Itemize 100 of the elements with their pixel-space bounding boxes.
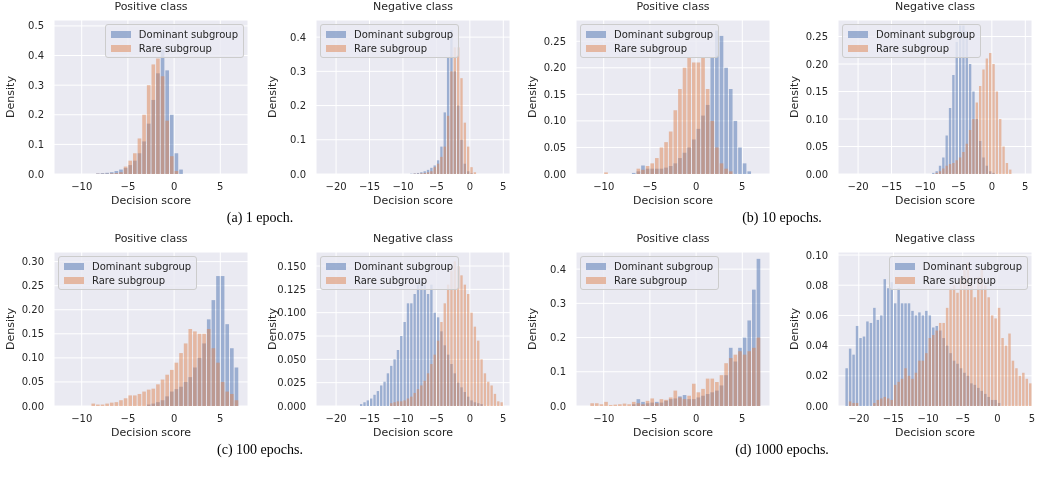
y-axis-title: Density — [3, 307, 17, 350]
x-tick-label: 5 — [500, 413, 507, 424]
y-tick-label: 0.2 — [290, 100, 306, 112]
y-tick-label: 0.2 — [28, 109, 44, 121]
x-tick-label: −5 — [955, 413, 971, 424]
x-tick-label: −10 — [914, 181, 936, 192]
y-tick-label: 0.15 — [21, 328, 44, 340]
x-tick-label: −10 — [593, 413, 615, 424]
x-tick-label: −5 — [120, 181, 136, 192]
text: (b) 10 epochs. — [741, 210, 823, 226]
legend-label: Dominant subgroup — [92, 260, 192, 272]
y-tick-label: 0.2 — [550, 332, 566, 344]
y-tick-label: 0.04 — [805, 340, 828, 352]
y-tick-label: 0.02 — [805, 370, 828, 382]
y-tick-label: 0.100 — [277, 307, 306, 319]
y-tick-label: 0.4 — [28, 50, 44, 62]
x-tick-label: 0 — [988, 181, 996, 192]
legend-label: Rare subgroup — [614, 274, 688, 286]
chart-title: Positive class — [113, 232, 189, 245]
y-tick-label: 0.1 — [550, 366, 566, 378]
legend-label: Dominant subgroup — [138, 28, 238, 40]
x-tick-label: −20 — [847, 181, 869, 192]
x-tick-label: −10 — [71, 181, 93, 192]
x-tick-label: −5 — [642, 181, 658, 192]
x-axis-title: Decision score — [895, 194, 976, 207]
y-tick-label: 0.00 — [805, 400, 828, 412]
chart-title: Positive class — [635, 0, 711, 13]
y-tick-label: 0.3 — [290, 65, 306, 77]
y-tick-label: 0.5 — [28, 20, 44, 32]
x-tick-label: −5 — [120, 413, 136, 424]
y-tick-label: 0.20 — [543, 62, 566, 74]
y-tick-label: 0.4 — [550, 263, 566, 275]
x-tick-label: −15 — [880, 181, 903, 192]
x-tick-label: −5 — [429, 181, 444, 192]
y-tick-label: 0.10 — [805, 249, 828, 261]
x-tick-label: 0 — [692, 181, 700, 192]
y-tick-label: 0.050 — [277, 353, 306, 365]
y-tick-label: 0.025 — [277, 377, 306, 389]
x-tick-label: 5 — [500, 181, 507, 192]
y-tick-label: 0.15 — [543, 88, 566, 100]
x-tick-label: −10 — [392, 181, 414, 192]
y-tick-label: 0.20 — [21, 304, 44, 316]
x-tick-label: 0 — [692, 413, 700, 424]
chart-title: Negative class — [371, 0, 455, 13]
legend-label: Rare subgroup — [354, 42, 428, 54]
x-axis-title: Decision score — [895, 426, 976, 439]
y-tick-label: 0.10 — [21, 352, 44, 364]
y-tick-label: 0.00 — [805, 168, 828, 180]
legend-label: Rare subgroup — [92, 274, 166, 286]
legend-label: Dominant subgroup — [876, 28, 976, 40]
text: (a) 1 epoch. — [225, 210, 295, 226]
y-tick-label: 0.25 — [21, 280, 44, 292]
x-tick-label: 0 — [170, 181, 178, 192]
y-tick-label: 0.00 — [21, 400, 44, 412]
y-tick-label: 0.150 — [277, 260, 306, 272]
y-tick-label: 0.05 — [21, 376, 44, 388]
chart-title: Positive class — [635, 232, 711, 245]
y-tick-label: 0.30 — [21, 256, 44, 268]
y-tick-label: 0.25 — [543, 35, 566, 47]
y-tick-label: 0.125 — [277, 283, 306, 295]
y-axis-title: Density — [525, 75, 539, 118]
y-tick-label: 0.075 — [277, 330, 306, 342]
y-axis-title: Density — [265, 75, 279, 118]
y-tick-label: 0.06 — [805, 309, 828, 321]
y-tick-label: 0.1 — [290, 134, 306, 146]
y-tick-label: 0.20 — [805, 58, 828, 70]
legend-label: Rare subgroup — [922, 274, 996, 286]
legend-label: Rare subgroup — [876, 42, 950, 54]
legend-label: Rare subgroup — [614, 42, 688, 54]
y-tick-label: 0.3 — [28, 79, 44, 91]
chart-title: Negative class — [893, 0, 977, 13]
y-tick-label: 0.0 — [550, 400, 566, 412]
y-tick-label: 0.08 — [805, 279, 828, 291]
text: (c) 100 epochs. — [216, 442, 304, 458]
chart-title: Negative class — [371, 232, 455, 245]
x-tick-label: 0 — [466, 181, 474, 192]
legend-label: Dominant subgroup — [614, 28, 714, 40]
y-tick-label: 0.3 — [550, 297, 566, 309]
x-axis-title: Decision score — [111, 426, 192, 439]
x-tick-label: −5 — [951, 181, 966, 192]
chart-title: Negative class — [893, 232, 977, 245]
legend-label: Dominant subgroup — [354, 28, 454, 40]
y-axis-title: Density — [787, 75, 801, 118]
y-tick-label: 0.4 — [290, 31, 306, 43]
x-tick-label: −20 — [848, 413, 870, 424]
y-axis-title: Density — [3, 75, 17, 118]
y-tick-label: 0.0 — [28, 168, 44, 180]
y-axis-title: Density — [525, 307, 539, 350]
x-tick-label: 0 — [170, 413, 178, 424]
y-tick-label: 0.10 — [543, 115, 566, 127]
chart-title: Positive class — [113, 0, 189, 13]
x-axis-title: Decision score — [633, 426, 714, 439]
x-tick-label: 5 — [739, 413, 746, 424]
x-tick-label: −15 — [358, 181, 381, 192]
legend-label: Rare subgroup — [354, 274, 428, 286]
text: (d) 1000 epochs. — [734, 442, 830, 458]
x-tick-label: −10 — [917, 413, 939, 424]
x-tick-label: −15 — [358, 413, 381, 424]
y-tick-label: 0.05 — [543, 141, 566, 153]
x-tick-label: 0 — [466, 413, 474, 424]
